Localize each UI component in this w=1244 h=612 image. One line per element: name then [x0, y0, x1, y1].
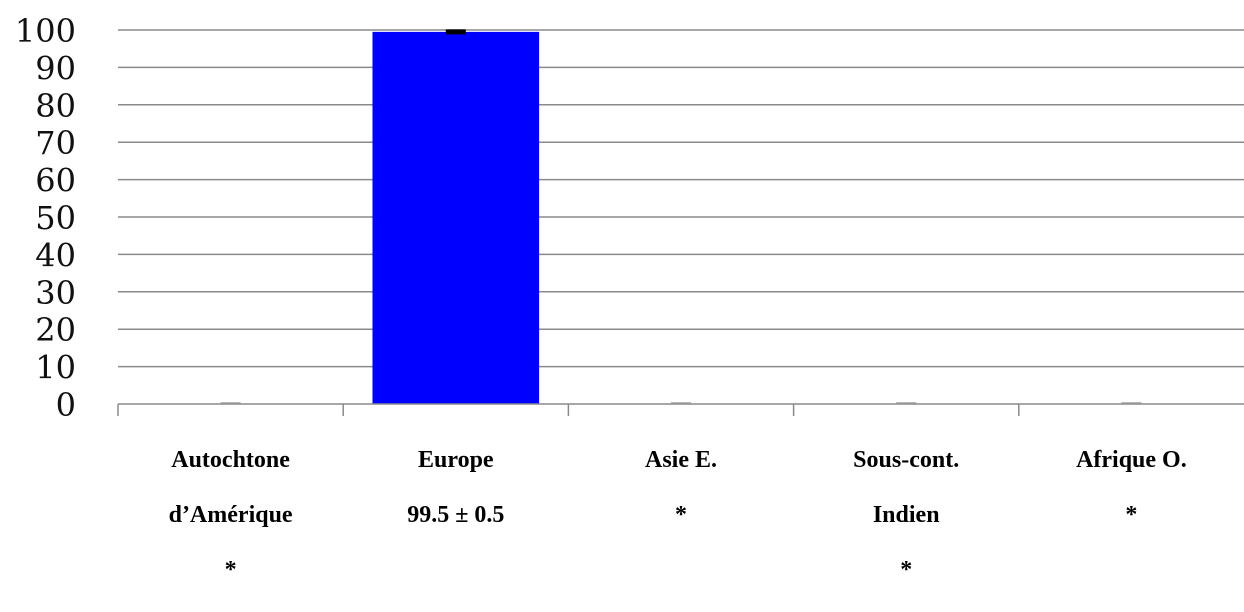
category-label-1-line-0: Europe — [418, 447, 494, 473]
category-label-4-line-1: * — [1125, 502, 1137, 528]
category-label-2-line-0: Asie E. — [645, 447, 717, 473]
y-tick-label-0: 0 — [56, 386, 76, 424]
y-tick-label-30: 30 — [35, 274, 76, 312]
category-label-3-line-2: * — [900, 557, 912, 583]
category-label-2-line-1: * — [675, 502, 687, 528]
category-label-4-line-0: Afrique O. — [1076, 447, 1187, 473]
gridlines — [118, 29, 1244, 368]
y-tick-label-100: 100 — [15, 12, 76, 50]
category-labels: Autochtone d’Amérique * Europe 99.5 ± 0.5 Asi… — [169, 447, 1187, 583]
y-tick-label-20: 20 — [35, 311, 76, 349]
y-tick-label-50: 50 — [35, 199, 76, 237]
x-axis — [117, 403, 1244, 416]
category-label-3-line-0: Sous-cont. — [853, 447, 959, 473]
category-label-3-line-1: Indien — [873, 502, 940, 528]
y-tick-label-70: 70 — [35, 124, 76, 162]
category-label-0-line-0: Autochtone — [171, 447, 290, 473]
y-tick-label-90: 90 — [35, 49, 76, 87]
category-label-1-line-1: 99.5 ± 0.5 — [407, 502, 504, 528]
category-label-0-line-1: d’Amérique — [169, 502, 293, 528]
y-tick-label-10: 10 — [35, 349, 76, 387]
category-label-0-line-2: * — [225, 557, 237, 583]
bar-1 — [372, 31, 540, 405]
y-tick-label-40: 40 — [35, 236, 76, 274]
y-tick-label-60: 60 — [35, 162, 76, 200]
y-tick-label-80: 80 — [35, 87, 76, 125]
bars — [220, 29, 1142, 405]
